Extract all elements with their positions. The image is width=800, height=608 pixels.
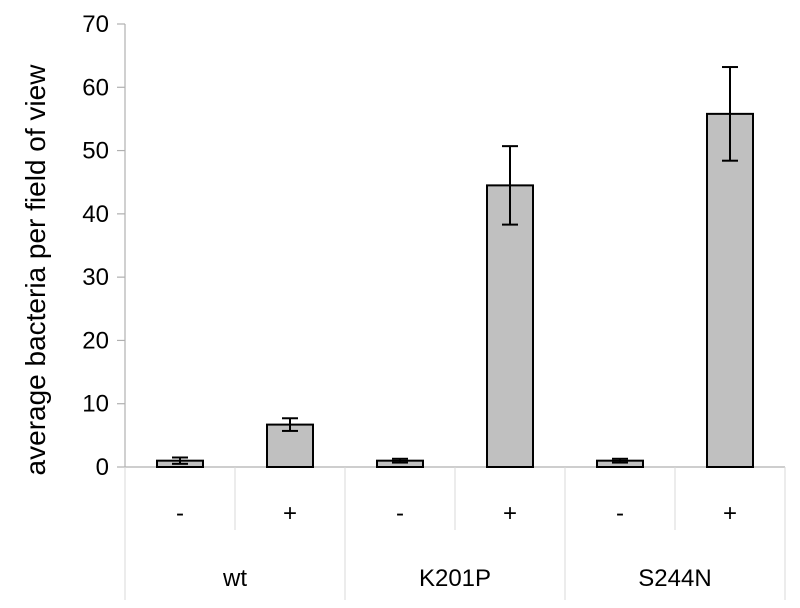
- labels: 0 10 20 30 40 50 60 70 - + - + - + wt K201P S244N: [82, 11, 737, 592]
- y-tick-label: 40: [82, 201, 109, 228]
- y-tick-label: 20: [82, 327, 109, 354]
- y-tick-label: 70: [82, 11, 109, 38]
- y-axis-label: average bacteria per field of view: [20, 64, 51, 476]
- group-label: K201P: [419, 565, 491, 592]
- category-label: -: [616, 500, 624, 527]
- group-label: wt: [222, 565, 247, 592]
- category-label: +: [723, 500, 737, 527]
- y-tick-label: 60: [82, 74, 109, 101]
- y-tick-label: 0: [96, 454, 109, 481]
- y-tick-label: 30: [82, 264, 109, 291]
- y-tick-label: 50: [82, 138, 109, 165]
- bars: [156, 66, 754, 468]
- category-label: -: [176, 500, 184, 527]
- y-tick-label: 10: [82, 391, 109, 418]
- bar: [706, 112, 754, 468]
- axes: [117, 23, 786, 600]
- group-label: S244N: [638, 565, 711, 592]
- category-label: +: [283, 500, 297, 527]
- category-label: +: [503, 500, 517, 527]
- category-label: -: [396, 500, 404, 527]
- bar: [486, 184, 534, 468]
